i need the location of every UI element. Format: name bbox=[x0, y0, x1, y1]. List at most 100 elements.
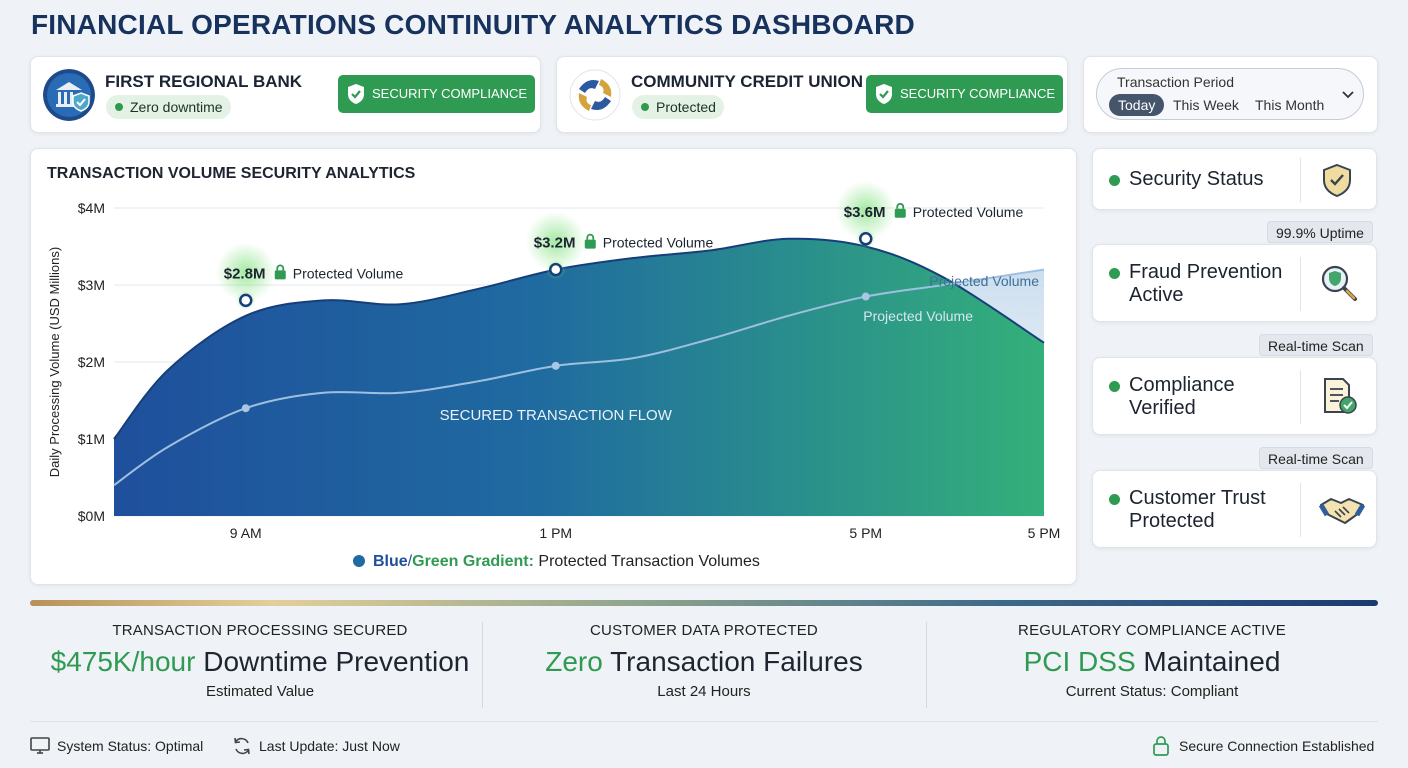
callout-text: Protected Volume bbox=[293, 265, 404, 281]
metric-rest: Downtime Prevention bbox=[203, 646, 470, 677]
chart-legend: Blue/Green Gradient: Protected Transacti… bbox=[353, 553, 760, 571]
protected-volume-area bbox=[114, 238, 1044, 516]
lock-body bbox=[894, 208, 906, 218]
metric-heading: REGULATORY COMPLIANCE ACTIVE bbox=[1018, 622, 1286, 639]
status-item-customer-trust[interactable]: Customer Trust Protected bbox=[1092, 470, 1377, 548]
callout-text: Protected Volume bbox=[913, 204, 1024, 220]
status-item-fraud-prevention[interactable]: Fraud Prevention Active bbox=[1092, 244, 1377, 322]
lock-shackle bbox=[896, 202, 905, 209]
lock-body bbox=[274, 270, 286, 280]
bank-name: FIRST REGIONAL BANK bbox=[105, 72, 303, 91]
bank-status-pill: Protected bbox=[632, 95, 724, 119]
bank-building-shield-icon bbox=[43, 69, 95, 121]
status-item-compliance-verified[interactable]: Compliance Verified bbox=[1092, 357, 1377, 435]
lock-body bbox=[584, 239, 596, 249]
metric-value: PCI DSS Maintained bbox=[932, 646, 1372, 678]
status-dot bbox=[1109, 175, 1120, 186]
secure-connection-text: Secure Connection Established bbox=[1179, 738, 1375, 754]
status-dot bbox=[1109, 494, 1120, 505]
y-tick-label: $0M bbox=[78, 508, 105, 524]
status-label: Customer Trust Protected bbox=[1129, 487, 1266, 532]
status-dot bbox=[1109, 268, 1120, 279]
status-label: Security Status bbox=[1129, 168, 1264, 190]
metric-highlight: Zero bbox=[545, 646, 603, 677]
period-option-today[interactable]: Today bbox=[1109, 94, 1165, 116]
divider bbox=[1300, 483, 1301, 537]
y-tick-label: $4M bbox=[78, 200, 105, 216]
magnifier-shield-icon bbox=[1321, 265, 1357, 301]
period-option-this-month[interactable]: This Month bbox=[1255, 97, 1325, 113]
document-check-icon bbox=[1324, 378, 1357, 414]
footer-divider bbox=[30, 721, 1378, 722]
callout-glow bbox=[835, 180, 896, 241]
handshake-icon bbox=[1319, 498, 1365, 524]
metric-transaction-processing: TRANSACTION PROCESSING SECURED $475K/hou… bbox=[40, 622, 480, 700]
lock-icon bbox=[274, 264, 286, 280]
metric-highlight: PCI DSS bbox=[1023, 646, 1136, 677]
x-tick-label: 5 PM bbox=[1028, 525, 1061, 541]
divider bbox=[1300, 257, 1301, 311]
bank-name: COMMUNITY CREDIT UNION bbox=[631, 72, 864, 91]
y-tick-label: $3M bbox=[78, 277, 105, 293]
security-compliance-button[interactable]: SECURITY COMPLIANCE bbox=[866, 75, 1064, 113]
y-axis-label: Daily Processing Volume (USD Millions) bbox=[47, 247, 62, 477]
callout-glow bbox=[525, 211, 586, 272]
metric-sub: Estimated Value bbox=[205, 683, 315, 700]
page-title: FINANCIAL OPERATIONS CONTINUITY ANALYTIC… bbox=[31, 9, 915, 40]
uptime-badge: 99.9% Uptime bbox=[1267, 221, 1373, 243]
divider bbox=[926, 622, 927, 708]
projected-point bbox=[241, 404, 250, 413]
y-tick-label: $1M bbox=[78, 431, 105, 447]
last-update-text: Last Update: Just Now bbox=[259, 738, 400, 754]
monitor-icon bbox=[30, 737, 50, 754]
realtime-scan-badge: Real-time Scan bbox=[1259, 447, 1373, 469]
callout-value: $3.2M bbox=[534, 235, 576, 252]
lock-icon bbox=[1153, 736, 1169, 756]
metric-heading: CUSTOMER DATA PROTECTED bbox=[590, 622, 818, 639]
period-card: Transaction Period Today This Week This … bbox=[1083, 56, 1378, 133]
transaction-volume-chart: $0M $1M $2M $3M $4M 9 AM 1 PM 5 PM 5 PM Daily Pro… bbox=[47, 180, 1061, 541]
security-compliance-button[interactable]: SECURITY COMPLIANCE bbox=[338, 75, 536, 113]
callout-value: $2.8M bbox=[224, 265, 266, 282]
area-label: SECURED TRANSACTION FLOW bbox=[440, 407, 673, 424]
shield-check-icon bbox=[876, 84, 892, 104]
period-option-this-week[interactable]: This Week bbox=[1173, 97, 1239, 113]
lock-icon bbox=[894, 202, 906, 218]
bank-status-pill: Zero downtime bbox=[106, 95, 231, 119]
metric-regulatory-compliance: REGULATORY COMPLIANCE ACTIVE PCI DSS Mai… bbox=[932, 622, 1372, 700]
chevron-down-icon[interactable] bbox=[1341, 87, 1355, 101]
bank-card-community-credit: COMMUNITY CREDIT UNION Protected SECURIT… bbox=[556, 56, 1068, 133]
metric-heading: TRANSACTION PROCESSING SECURED bbox=[112, 622, 408, 639]
x-tick-label: 9 AM bbox=[230, 525, 262, 541]
metric-highlight: $475K/hour bbox=[50, 646, 196, 677]
metric-customer-data: CUSTOMER DATA PROTECTED Zero Transaction… bbox=[484, 622, 924, 700]
lock-shackle bbox=[586, 233, 595, 240]
gradient-divider bbox=[30, 600, 1378, 606]
protected-point bbox=[859, 232, 873, 246]
system-status-text: System Status: Optimal bbox=[57, 738, 204, 754]
metric-value: Zero Transaction Failures bbox=[484, 646, 924, 678]
shield-check-icon bbox=[348, 84, 364, 104]
last-update: Last Update: Just Now bbox=[232, 736, 400, 756]
metric-value: $475K/hour Downtime Prevention bbox=[40, 646, 480, 678]
projected-volume-label: Projected Volume bbox=[863, 308, 973, 324]
status-item-security-status[interactable]: Security Status bbox=[1092, 148, 1377, 210]
metric-sub: Current Status: Compliant bbox=[1065, 683, 1239, 700]
security-compliance-label: SECURITY COMPLIANCE bbox=[900, 86, 1056, 101]
period-label: Transaction Period bbox=[1117, 74, 1234, 90]
status-label: Fraud Prevention Active bbox=[1129, 261, 1283, 306]
transaction-period-dropdown[interactable]: Transaction Period Today This Week This … bbox=[1096, 68, 1364, 120]
divider bbox=[1300, 370, 1301, 424]
status-dot bbox=[1109, 381, 1120, 392]
bank-card-first-regional: FIRST REGIONAL BANK Zero downtime SECURI… bbox=[30, 56, 541, 133]
refresh-icon[interactable] bbox=[232, 736, 252, 756]
divider bbox=[1300, 158, 1301, 202]
legend-slash: / bbox=[407, 553, 413, 570]
callout-glow bbox=[215, 242, 276, 303]
y-tick-label: $2M bbox=[78, 354, 105, 370]
callout-value: $3.6M bbox=[844, 204, 886, 221]
legend-text: Protected Transaction Volumes bbox=[538, 553, 760, 570]
projected-volume-label: Projected Volume bbox=[929, 273, 1039, 289]
legend-blue: Blue bbox=[373, 553, 408, 570]
legend-green: Green Gradient: bbox=[412, 553, 534, 570]
